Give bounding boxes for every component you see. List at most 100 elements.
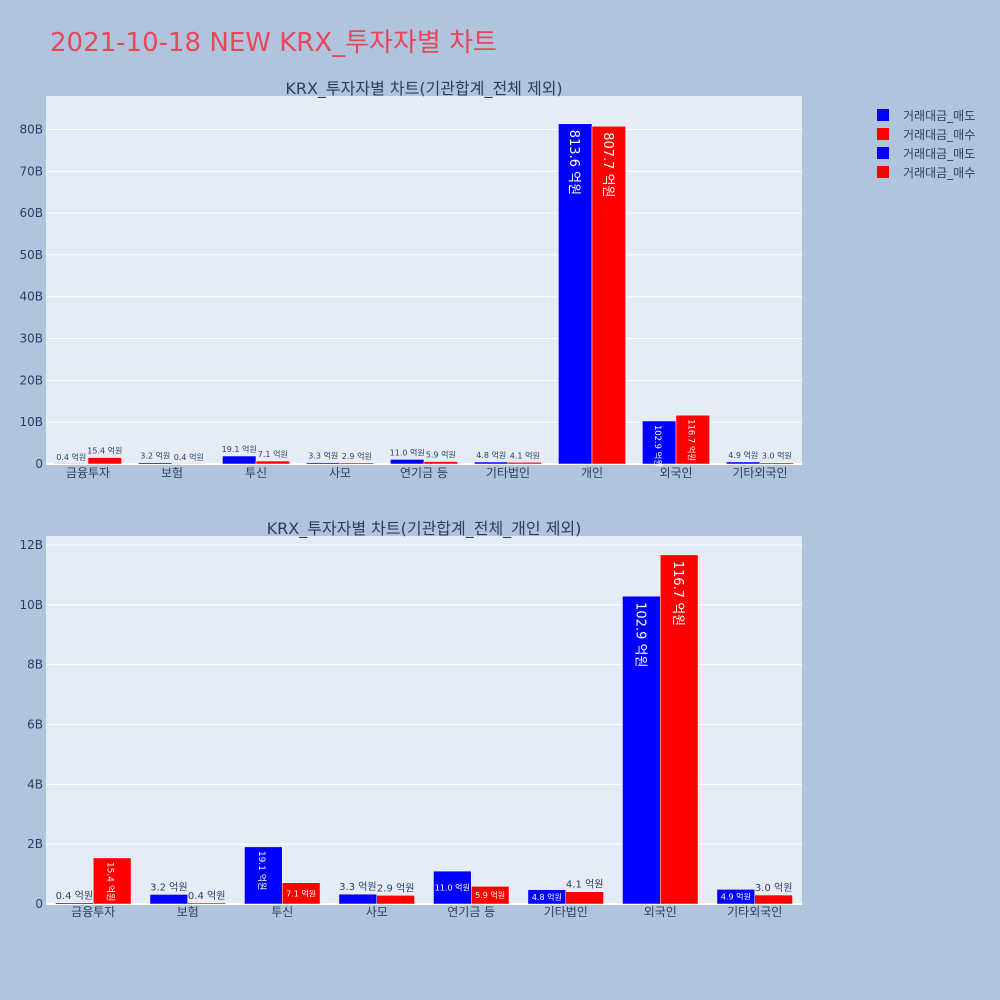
legend-swatch (877, 147, 889, 159)
x-tick-label: 기타법인 (544, 905, 588, 919)
x-tick-label: 투신 (271, 905, 293, 919)
x-tick-label: 외국인 (644, 905, 677, 919)
bar (558, 123, 593, 465)
data-label: 11.0 억원 (390, 447, 425, 457)
data-label: 116.7 억원 (670, 561, 685, 626)
bar (187, 902, 226, 905)
bar (423, 461, 458, 465)
data-label: 3.2 억원 (140, 451, 170, 461)
bar (306, 462, 341, 465)
data-label: 102.9 억원 (632, 602, 647, 667)
data-label: 3.3 억원 (339, 881, 376, 893)
bar (55, 902, 94, 905)
data-label: 4.8 억원 (476, 450, 506, 460)
y-tick-label: 30B (19, 332, 43, 346)
bar (93, 857, 132, 905)
bar (474, 461, 509, 465)
data-label: 807.7 억원 (600, 132, 615, 197)
x-tick-label: 투신 (245, 466, 267, 480)
plot-area (46, 96, 802, 464)
bar (255, 460, 290, 465)
data-label: 11.0 억원 (435, 883, 470, 893)
y-tick-label: 6B (27, 717, 43, 731)
data-label: 0.4 억원 (174, 452, 204, 462)
x-tick-label: 사모 (329, 466, 351, 480)
data-label: 3.3 억원 (308, 451, 338, 461)
data-label: 3.0 억원 (755, 882, 792, 894)
y-tick-label: 2B (27, 837, 43, 851)
data-label: 19.1 억원 (222, 444, 257, 454)
data-label: 0.4 억원 (56, 890, 93, 902)
data-label: 4.1 억원 (566, 879, 603, 891)
bar (642, 420, 677, 465)
x-tick-label: 사모 (366, 905, 388, 919)
legend-label: 거래대금_매수 (903, 166, 975, 180)
bar (471, 886, 510, 905)
bar (138, 462, 173, 465)
chart-subtitle: KRX_투자자별 차트(기관합계_전체 제외) (285, 79, 562, 99)
x-tick-label: 기타외국인 (727, 905, 782, 919)
legend-label: 거래대금_매도 (903, 109, 975, 123)
data-label: 4.9 억원 (721, 892, 751, 902)
y-tick-label: 0 (35, 457, 43, 471)
data-label: 5.9 억원 (426, 450, 456, 460)
x-tick-label: 보험 (161, 466, 183, 480)
data-label: 2.9 억원 (342, 451, 372, 461)
data-label: 7.1 억원 (286, 888, 316, 898)
bar (565, 891, 604, 905)
bar (390, 459, 425, 465)
data-label: 2.9 억원 (377, 882, 414, 894)
bar (591, 125, 626, 465)
bar (339, 462, 374, 465)
data-label: 813.6 억원 (566, 130, 581, 195)
data-label: 4.8 억원 (532, 892, 562, 902)
bar (660, 554, 699, 905)
bar (171, 463, 206, 465)
data-label: 5.9 억원 (475, 890, 505, 900)
data-label: 7.1 억원 (258, 449, 288, 459)
x-tick-label: 금융투자 (71, 905, 115, 919)
data-label: 4.9 억원 (728, 450, 758, 460)
x-tick-label: 개인 (581, 466, 603, 480)
bar (87, 457, 122, 465)
bar (759, 462, 794, 465)
page-title: 2021-10-18 NEW KRX_투자자별 차트 (50, 28, 497, 58)
legend-label: 거래대금_매수 (903, 128, 975, 142)
bar (376, 895, 415, 905)
legend-swatch (877, 166, 889, 178)
chart-subtitle: KRX_투자자별 차트(기관합계_전체_개인 제외) (267, 519, 582, 539)
bar (675, 414, 710, 465)
data-label: 4.1 억원 (510, 450, 540, 460)
legend-swatch (877, 109, 889, 121)
bar (338, 893, 378, 905)
data-label: 15.4 억원 (87, 446, 122, 456)
x-tick-label: 보험 (177, 905, 199, 919)
y-tick-label: 8B (27, 658, 43, 672)
bar (433, 870, 472, 905)
data-label: 19.1 억원 (256, 851, 268, 890)
bar (222, 455, 257, 465)
y-tick-label: 50B (19, 248, 43, 262)
y-tick-label: 60B (19, 206, 43, 220)
y-tick-label: 20B (19, 373, 43, 387)
data-label: 3.2 억원 (150, 881, 187, 893)
y-tick-label: 0 (35, 897, 43, 911)
x-tick-label: 금융투자 (66, 466, 110, 480)
data-label: 102.9 억원 (653, 425, 663, 467)
x-tick-label: 기타외국인 (732, 466, 787, 480)
bar (507, 462, 542, 465)
y-tick-label: 10B (19, 415, 43, 429)
data-label: 0.4 억원 (188, 890, 225, 902)
legend-swatch (877, 128, 889, 140)
data-label: 3.0 억원 (762, 451, 792, 461)
y-tick-label: 12B (19, 538, 43, 552)
y-tick-label: 4B (27, 777, 43, 791)
bar (149, 894, 188, 905)
legend-label: 거래대금_매도 (903, 147, 975, 161)
x-tick-label: 연기금 등 (447, 905, 495, 919)
y-tick-label: 80B (19, 122, 43, 136)
y-tick-label: 10B (19, 598, 43, 612)
bar (244, 846, 283, 905)
bar (726, 461, 761, 465)
